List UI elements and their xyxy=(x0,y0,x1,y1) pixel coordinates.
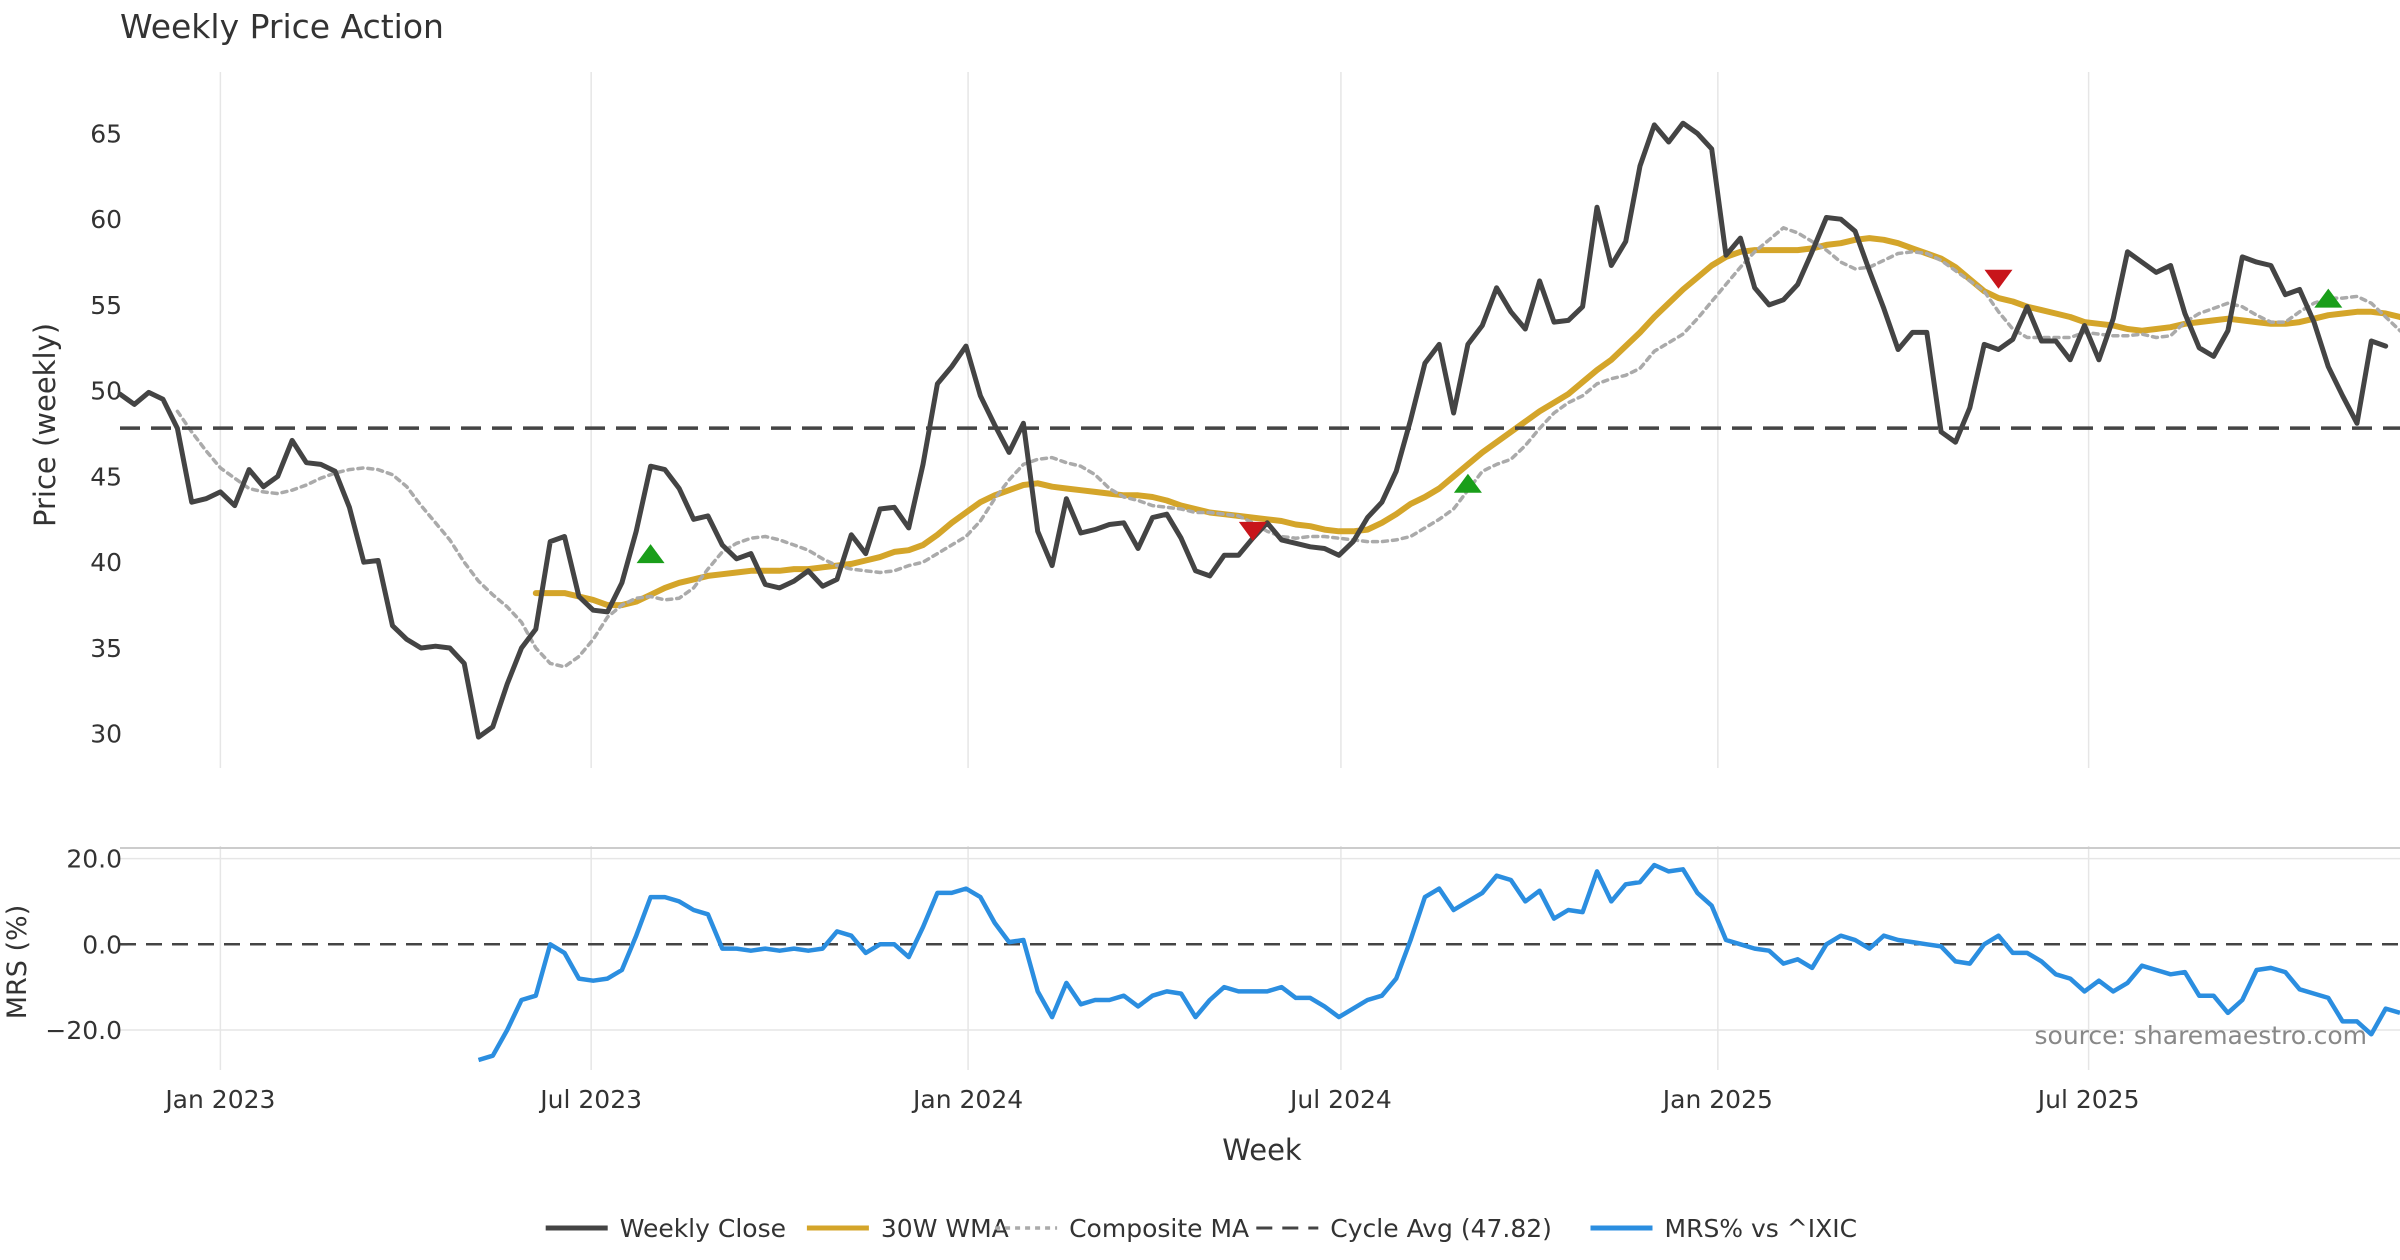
wma-30w-line xyxy=(532,235,2400,609)
legend-label: Weekly Close xyxy=(620,1214,786,1243)
sell-signal-marker xyxy=(1984,269,2013,289)
x-tick-label: Jan 2024 xyxy=(911,1085,1023,1114)
legend-item: Composite MA xyxy=(995,1214,1249,1243)
sell-signal-marker xyxy=(1238,521,1267,541)
price-y-tick-label: 55 xyxy=(90,291,122,320)
buy-signal-marker xyxy=(1453,473,1482,493)
legend-item: 30W WMA xyxy=(806,1214,1009,1243)
source-note: source: sharemaestro.com xyxy=(2035,1021,2368,1050)
legend-label: MRS% vs ^IXIC xyxy=(1665,1214,1858,1243)
price-y-tick-label: 65 xyxy=(90,119,122,148)
x-axis-ticks: Jan 2023 Jul 2023 Jan 2024 Jul 2024 Jan 2025… xyxy=(163,1085,2139,1114)
mrs-series xyxy=(477,862,2400,1063)
legend-label: Cycle Avg (47.82) xyxy=(1330,1214,1552,1243)
signal-markers xyxy=(636,269,2343,564)
mrs-y-tick-label: −20.0 xyxy=(45,1016,122,1045)
mrs-y-axis-label: MRS (%) xyxy=(2,905,33,1020)
x-axis-label: Week xyxy=(1222,1133,1302,1167)
mrs-grid xyxy=(120,846,2400,1070)
legend-item: Weekly Close xyxy=(545,1214,786,1243)
price-grid xyxy=(219,72,2090,768)
composite-ma-line xyxy=(175,226,2400,669)
chart-title: Weekly Price Action xyxy=(120,7,444,46)
price-series xyxy=(117,120,2400,740)
price-y-tick-label: 45 xyxy=(90,462,122,491)
mrs-y-tick-label: 20.0 xyxy=(66,845,122,874)
price-y-axis-label: Price (weekly) xyxy=(28,323,62,527)
mrs-y-tick-label: 0.0 xyxy=(82,930,122,959)
mrs-y-ticks: 20.0 0.0 −20.0 xyxy=(45,845,122,1045)
x-tick-label: Jul 2024 xyxy=(1288,1085,1392,1114)
price-y-tick-label: 35 xyxy=(90,634,122,663)
price-y-tick-label: 50 xyxy=(90,377,122,406)
price-y-tick-label: 40 xyxy=(90,548,122,577)
weekly-close-line xyxy=(117,120,2389,740)
buy-signal-marker xyxy=(636,544,665,564)
price-y-ticks: 30 35 40 45 50 55 60 65 xyxy=(90,119,122,748)
price-y-tick-label: 60 xyxy=(90,205,122,234)
legend-label: Composite MA xyxy=(1069,1214,1249,1243)
legend-item: Cycle Avg (47.82) xyxy=(1256,1214,1552,1243)
mrs-line xyxy=(477,862,2400,1063)
x-tick-label: Jan 2023 xyxy=(163,1085,275,1114)
price-y-tick-label: 30 xyxy=(90,720,122,749)
x-tick-label: Jul 2023 xyxy=(538,1085,642,1114)
buy-signal-marker xyxy=(2314,288,2343,308)
x-tick-label: Jan 2025 xyxy=(1661,1085,1773,1114)
x-tick-label: Jul 2025 xyxy=(2036,1085,2140,1114)
legend: Weekly Close 30W WMA Composite MA Cycle Avg… xyxy=(545,1214,1858,1243)
legend-item: MRS% vs ^IXIC xyxy=(1590,1214,1858,1243)
legend-label: 30W WMA xyxy=(881,1214,1009,1243)
